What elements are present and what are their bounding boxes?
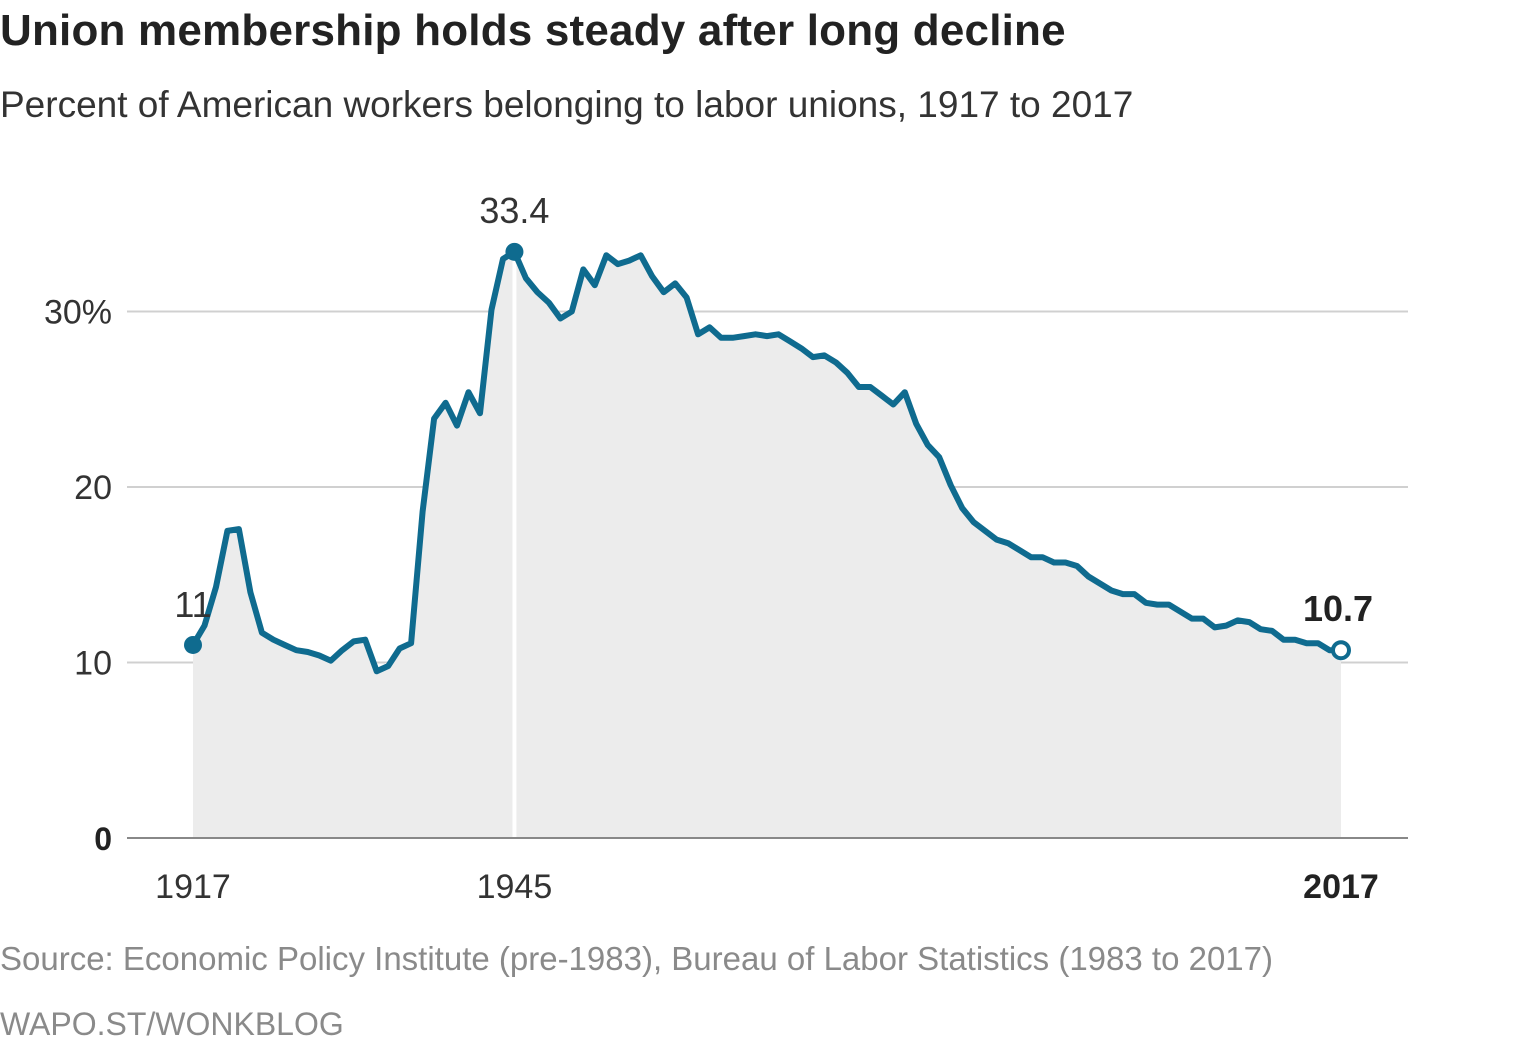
y-tick-label: 30%: [44, 294, 112, 332]
annotation-label: 33.4: [479, 190, 549, 231]
y-axis-tick-labels: 0 10 20 30%: [44, 294, 112, 858]
x-tick-label: 2017: [1303, 868, 1379, 906]
y-tick-label: 20: [74, 469, 112, 507]
y-tick-label: 0: [94, 821, 112, 857]
annotations: 11 33.4 10.7: [174, 190, 1373, 661]
annotation-point: [184, 635, 202, 654]
source-note: Source: Economic Policy Institute (pre-1…: [0, 940, 1273, 977]
annotation-point: [1331, 640, 1351, 661]
credit-link[interactable]: WAPO.ST/WONKBLOG: [0, 1006, 344, 1042]
area-fill: [193, 251, 1341, 839]
x-tick-label: 1917: [155, 868, 231, 906]
annotation-label: 11: [174, 584, 211, 625]
annotation-label: 10.7: [1303, 588, 1373, 629]
x-tick-label: 1945: [477, 868, 553, 906]
annotation-point: [505, 242, 524, 261]
chart-title: Union membership holds steady after long…: [0, 6, 1066, 55]
chart-subtitle: Percent of American workers belonging to…: [0, 84, 1134, 125]
series-line-layer: [190, 248, 1344, 675]
y-tick-label: 10: [74, 645, 112, 683]
series-line: [190, 248, 1344, 675]
x-axis-tick-labels: 1917 1945 2017: [155, 868, 1379, 906]
area-fill-layer: [193, 251, 1341, 839]
